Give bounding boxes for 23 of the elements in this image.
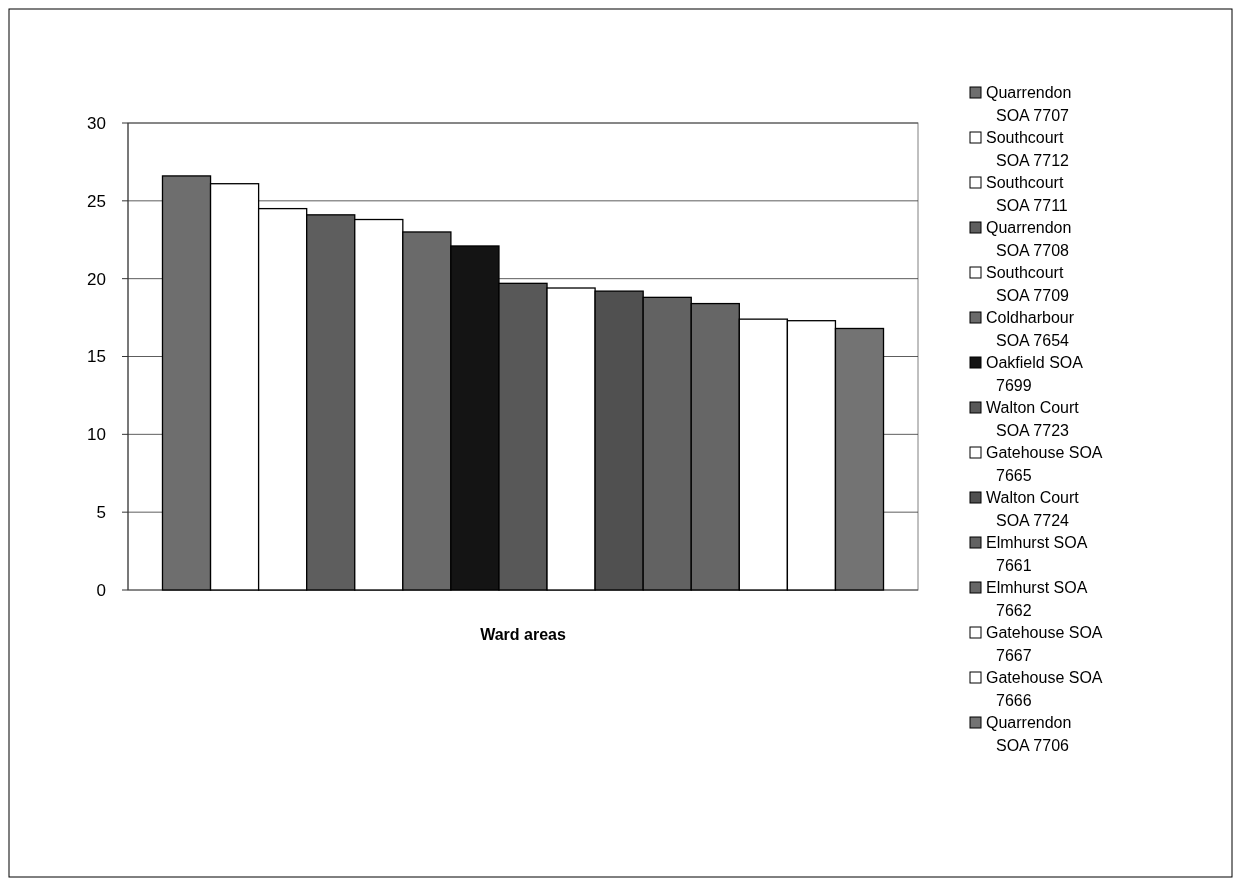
- legend-label: Elmhurst SOA 7662: [986, 579, 1088, 619]
- y-tick-label: 15: [87, 347, 106, 367]
- legend-label: Quarrendon SOA 7706: [986, 714, 1072, 754]
- legend-label: Walton Court SOA 7723: [986, 399, 1080, 439]
- legend-label: Coldharbour SOA 7654: [986, 309, 1075, 349]
- legend-label: Southcourt SOA 7711: [986, 174, 1068, 214]
- legend-label: Gatehouse SOA 7665: [986, 444, 1103, 484]
- y-tick-label: 10: [87, 425, 106, 445]
- legend-label: Southcourt SOA 7712: [986, 129, 1070, 169]
- legend-label: Southcourt SOA 7709: [986, 264, 1070, 304]
- legend-label: Oakfield SOA 7699: [986, 354, 1084, 394]
- x-axis-title: Ward areas: [480, 626, 566, 643]
- y-tick-label: 5: [96, 503, 106, 523]
- legend-label: Elmhurst SOA 7661: [986, 534, 1088, 574]
- legend-label: Quarrendon SOA 7707: [986, 84, 1072, 124]
- legend-label: Quarrendon SOA 7708: [986, 219, 1072, 259]
- y-tick-label: 20: [87, 269, 106, 289]
- legend-label: Gatehouse SOA 7667: [986, 624, 1103, 664]
- y-tick-label: 25: [87, 191, 106, 211]
- legend-label: Walton Court SOA 7724: [986, 489, 1080, 529]
- y-tick-label: 0: [96, 580, 106, 600]
- y-tick-label: 30: [87, 113, 106, 133]
- legend-label: Gatehouse SOA 7666: [986, 669, 1103, 709]
